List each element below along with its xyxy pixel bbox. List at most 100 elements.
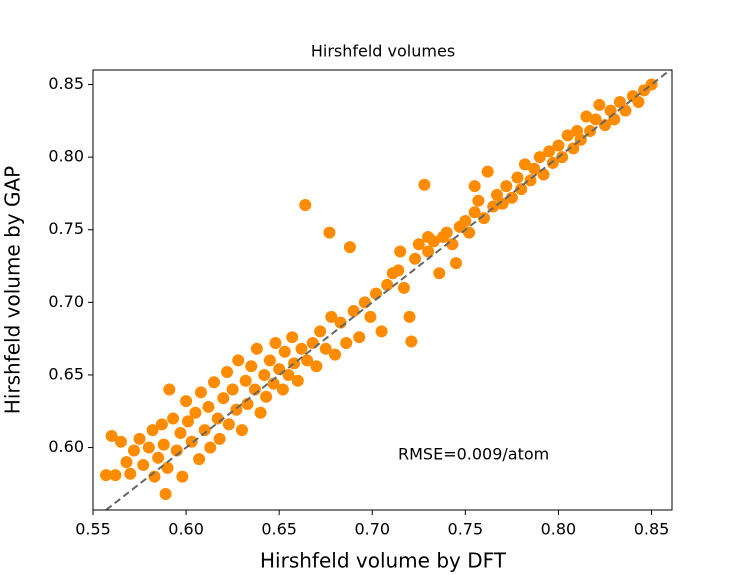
point [269,337,282,350]
point [286,331,299,344]
point [433,267,446,280]
point [325,310,338,323]
y-tick-label: 0.65 [48,364,84,383]
point [580,110,593,123]
x-tick-label: 0.65 [261,520,297,539]
point [518,158,531,171]
point [481,165,494,178]
point [159,488,172,501]
point [397,281,410,294]
point [217,392,230,405]
x-tick-label: 0.55 [75,520,111,539]
point [221,366,234,379]
point [567,142,580,155]
point [235,424,248,437]
point [124,467,137,480]
point [258,368,271,381]
point [340,337,353,350]
point [632,95,645,108]
point [468,206,481,219]
y-tick-label: 0.60 [48,437,84,456]
point [343,241,356,254]
point [181,415,194,428]
point [613,95,626,108]
point [278,345,291,358]
point [250,342,263,355]
x-tick-label: 0.75 [448,520,484,539]
point [608,113,621,126]
point [364,310,377,323]
point [105,429,118,442]
point [405,335,418,348]
point [213,432,226,445]
point [306,337,319,350]
x-tick-label: 0.60 [168,520,204,539]
y-tick-label: 0.75 [48,219,84,238]
point [263,354,276,367]
point [369,287,382,300]
point [459,215,472,228]
point [310,360,323,373]
point [198,424,211,437]
point [299,199,312,212]
annotation: RMSE=0.009/atom [398,445,549,464]
point [174,427,187,440]
point [202,400,215,413]
point [146,424,159,437]
point [161,461,174,474]
point [593,98,606,111]
point [463,226,476,239]
point [412,238,425,251]
point [232,354,245,367]
point [276,383,289,396]
point [515,183,528,196]
point [440,226,453,239]
point [561,129,574,142]
point [314,325,327,338]
point [157,438,170,451]
point [167,412,180,425]
point [189,406,202,419]
point [329,348,342,361]
point [353,331,366,344]
point [323,226,336,239]
point [114,435,127,448]
point [409,252,422,265]
point [358,296,371,309]
point [319,342,332,355]
point [422,245,435,258]
point [375,325,388,338]
point [176,470,189,483]
point [127,444,140,457]
point [496,197,509,210]
point [546,156,559,169]
point [204,441,217,454]
point [500,180,513,193]
x-tick-label: 0.80 [541,520,577,539]
point [194,386,207,399]
x-axis-label: Hirshfeld volume by DFT [260,549,507,573]
point [472,194,485,207]
point [226,383,239,396]
point [403,310,416,323]
point [133,432,146,445]
point [193,453,206,466]
point [619,104,632,117]
point [254,406,267,419]
point [552,139,565,152]
point [260,390,273,403]
point [511,171,524,184]
point [468,180,481,193]
point [543,145,556,158]
y-tick-label: 0.85 [48,74,84,93]
plot-frame [92,69,673,511]
point [155,418,168,431]
x-tick-label: 0.70 [354,520,390,539]
point [381,278,394,291]
point [239,374,252,387]
reference-line [105,69,671,511]
point [477,212,490,225]
point [301,354,314,367]
y-tick-label: 0.80 [48,147,84,166]
